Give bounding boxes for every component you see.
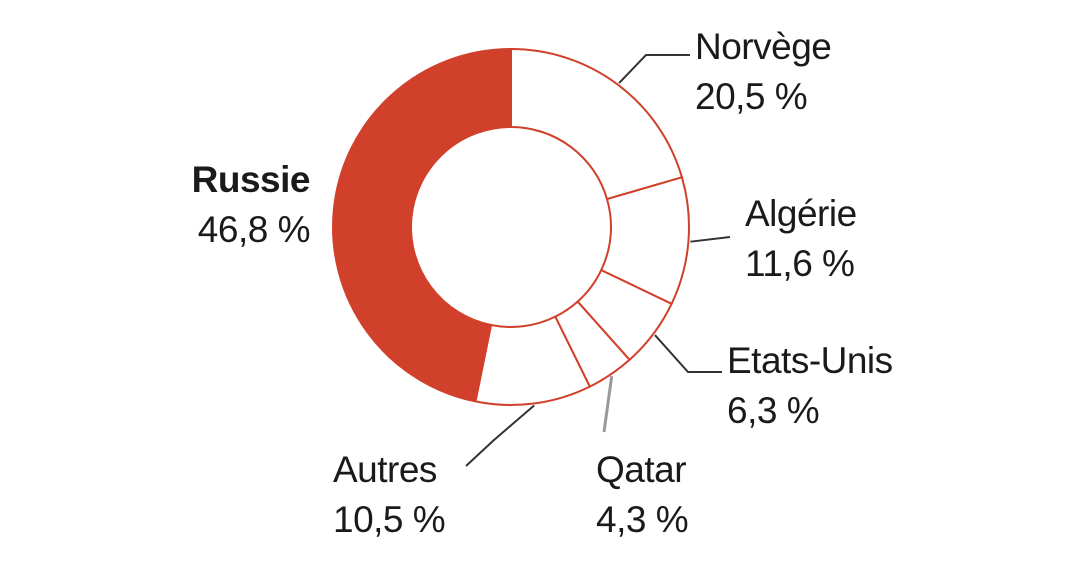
label-etats-unis-name: Etats-Unis [727, 340, 893, 381]
label-etats-unis-value: 6,3 % [727, 390, 820, 431]
slices-group [332, 48, 690, 406]
leader-alg-rie [690, 236, 731, 243]
leader-autres [465, 404, 535, 467]
label-etats-unis: Etats-Unis 6,3 % [727, 336, 893, 436]
label-autres-name: Autres [333, 449, 437, 490]
label-russie: Russie 46,8 % [160, 155, 311, 255]
slice-norv-ge [510, 48, 683, 201]
label-algerie-value: 11,6 % [745, 243, 855, 284]
label-russie-value: 46,8 % [197, 209, 311, 250]
label-algerie: Algérie 11,6 % [745, 189, 857, 289]
slice-russie [332, 48, 512, 403]
label-autres: Autres 10,5 % [333, 445, 446, 545]
leaders-group [465, 54, 731, 467]
label-norvege: Norvège 20,5 % [695, 22, 832, 122]
label-qatar: Qatar 4,3 % [596, 445, 689, 545]
leader-qatar [602, 375, 614, 433]
label-russie-name: Russie [191, 159, 311, 200]
leader-norv-ge [618, 54, 690, 84]
label-norvege-value: 20,5 % [695, 76, 808, 117]
label-qatar-name: Qatar [596, 449, 687, 490]
label-qatar-value: 4,3 % [596, 499, 689, 540]
label-algerie-name: Algérie [745, 193, 857, 234]
label-autres-value: 10,5 % [333, 499, 446, 540]
label-norvege-name: Norvège [695, 26, 832, 67]
leader-etats-unis [654, 334, 722, 373]
